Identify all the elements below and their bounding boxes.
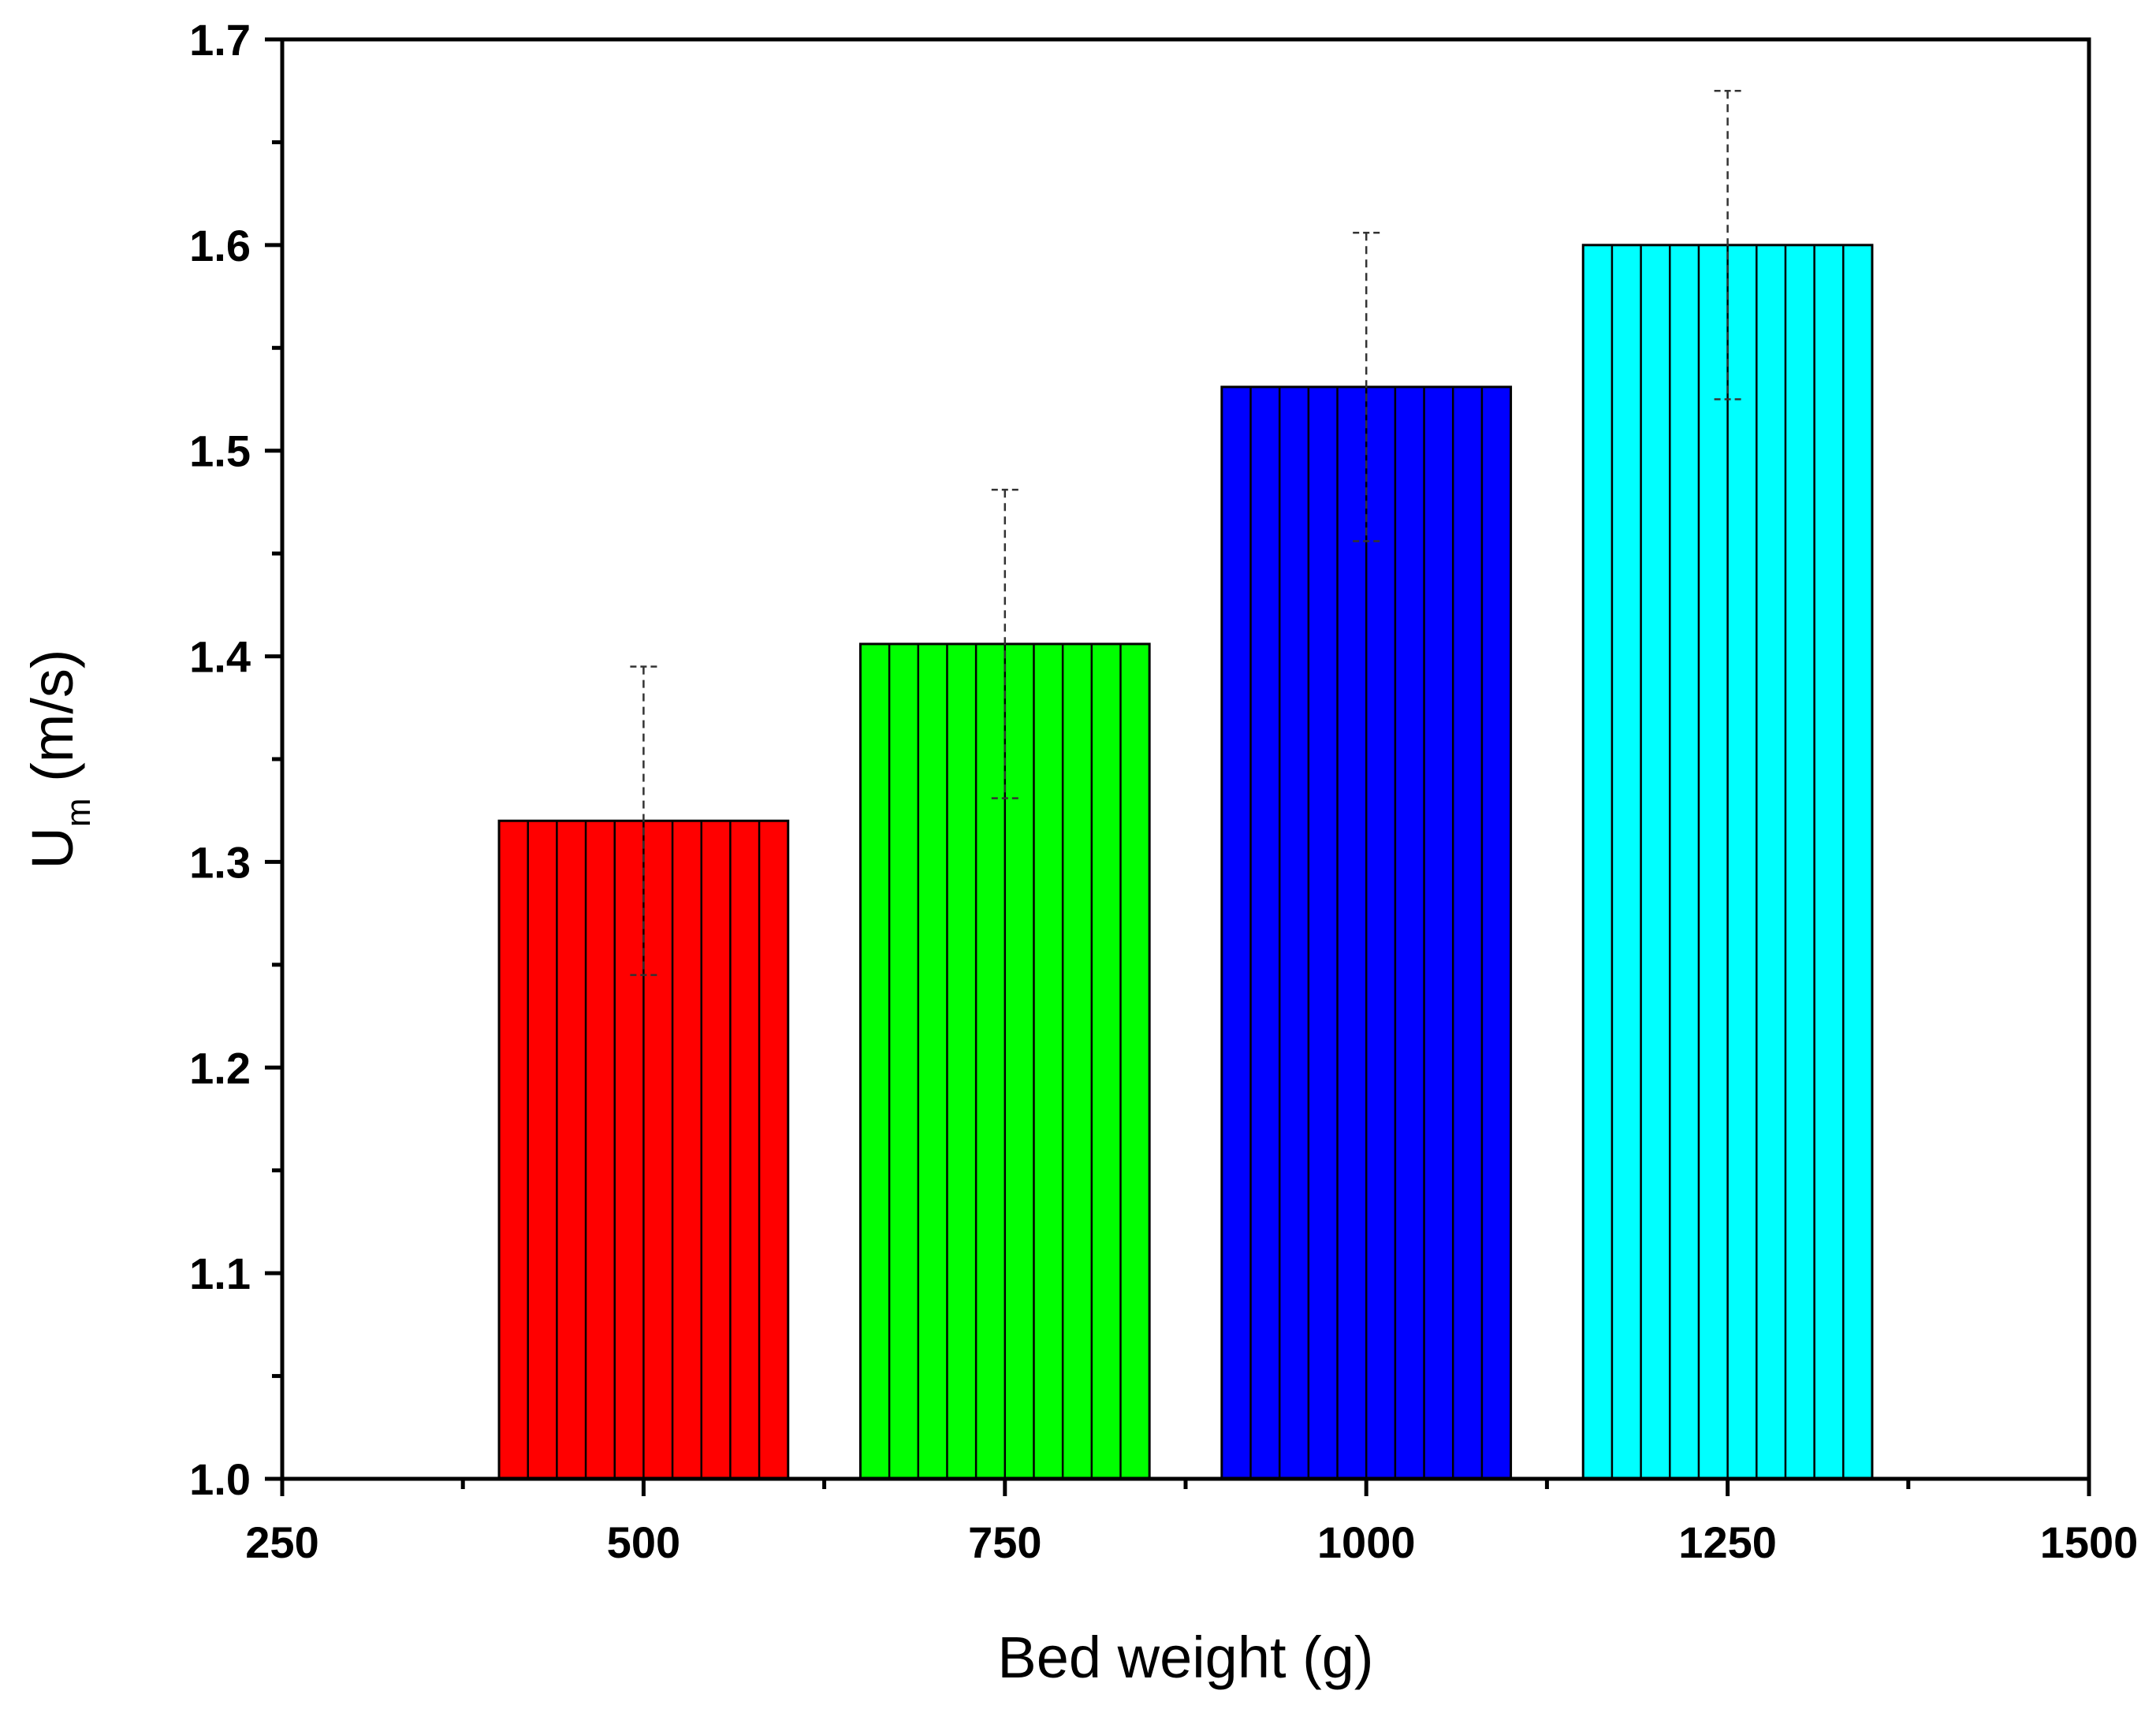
error-bar-1250 — [1714, 89, 1741, 400]
x-tick-label: 750 — [968, 1517, 1041, 1567]
y-tick-label: 1.5 — [189, 426, 251, 476]
bar-750 — [858, 642, 1151, 1480]
y-tick-label: 1.6 — [189, 221, 251, 270]
y-tick-label: 1.1 — [189, 1249, 251, 1298]
y-tick-label: 1.4 — [189, 632, 251, 682]
x-axis-title: Bed weight (g) — [997, 1625, 1373, 1690]
x-tick-label: 1000 — [1317, 1517, 1416, 1567]
bar-500 — [497, 819, 790, 1480]
y-tick-label: 1.3 — [189, 837, 251, 887]
x-tick-label: 1250 — [1678, 1517, 1777, 1567]
y-axis-ticks: 1.0 1.1 1.2 1.3 1.4 1.5 1.6 1.7 — [189, 15, 282, 1504]
y-axis-title-subscript: m — [59, 798, 98, 827]
x-tick-label: 500 — [607, 1517, 680, 1567]
bars-layer — [497, 244, 1874, 1480]
x-axis-ticks: 250 500 750 1000 1250 1500 — [245, 1479, 2138, 1567]
error-bars-layer — [630, 89, 1741, 977]
y-axis-title-main: U — [20, 827, 85, 869]
y-axis-title-unit: (m/s) — [20, 649, 85, 798]
y-tick-label: 1.0 — [189, 1454, 251, 1504]
error-bar-1000 — [1353, 231, 1380, 542]
x-tick-label: 250 — [245, 1517, 318, 1567]
x-tick-label: 1500 — [2040, 1517, 2139, 1567]
error-bar-500 — [630, 665, 657, 977]
bar-1000 — [1220, 385, 1513, 1480]
y-tick-label: 1.2 — [189, 1043, 251, 1093]
y-tick-label: 1.7 — [189, 15, 251, 65]
y-axis-title: Um (m/s) — [20, 649, 98, 869]
error-bar-750 — [991, 489, 1018, 799]
bar-1250 — [1581, 244, 1874, 1480]
